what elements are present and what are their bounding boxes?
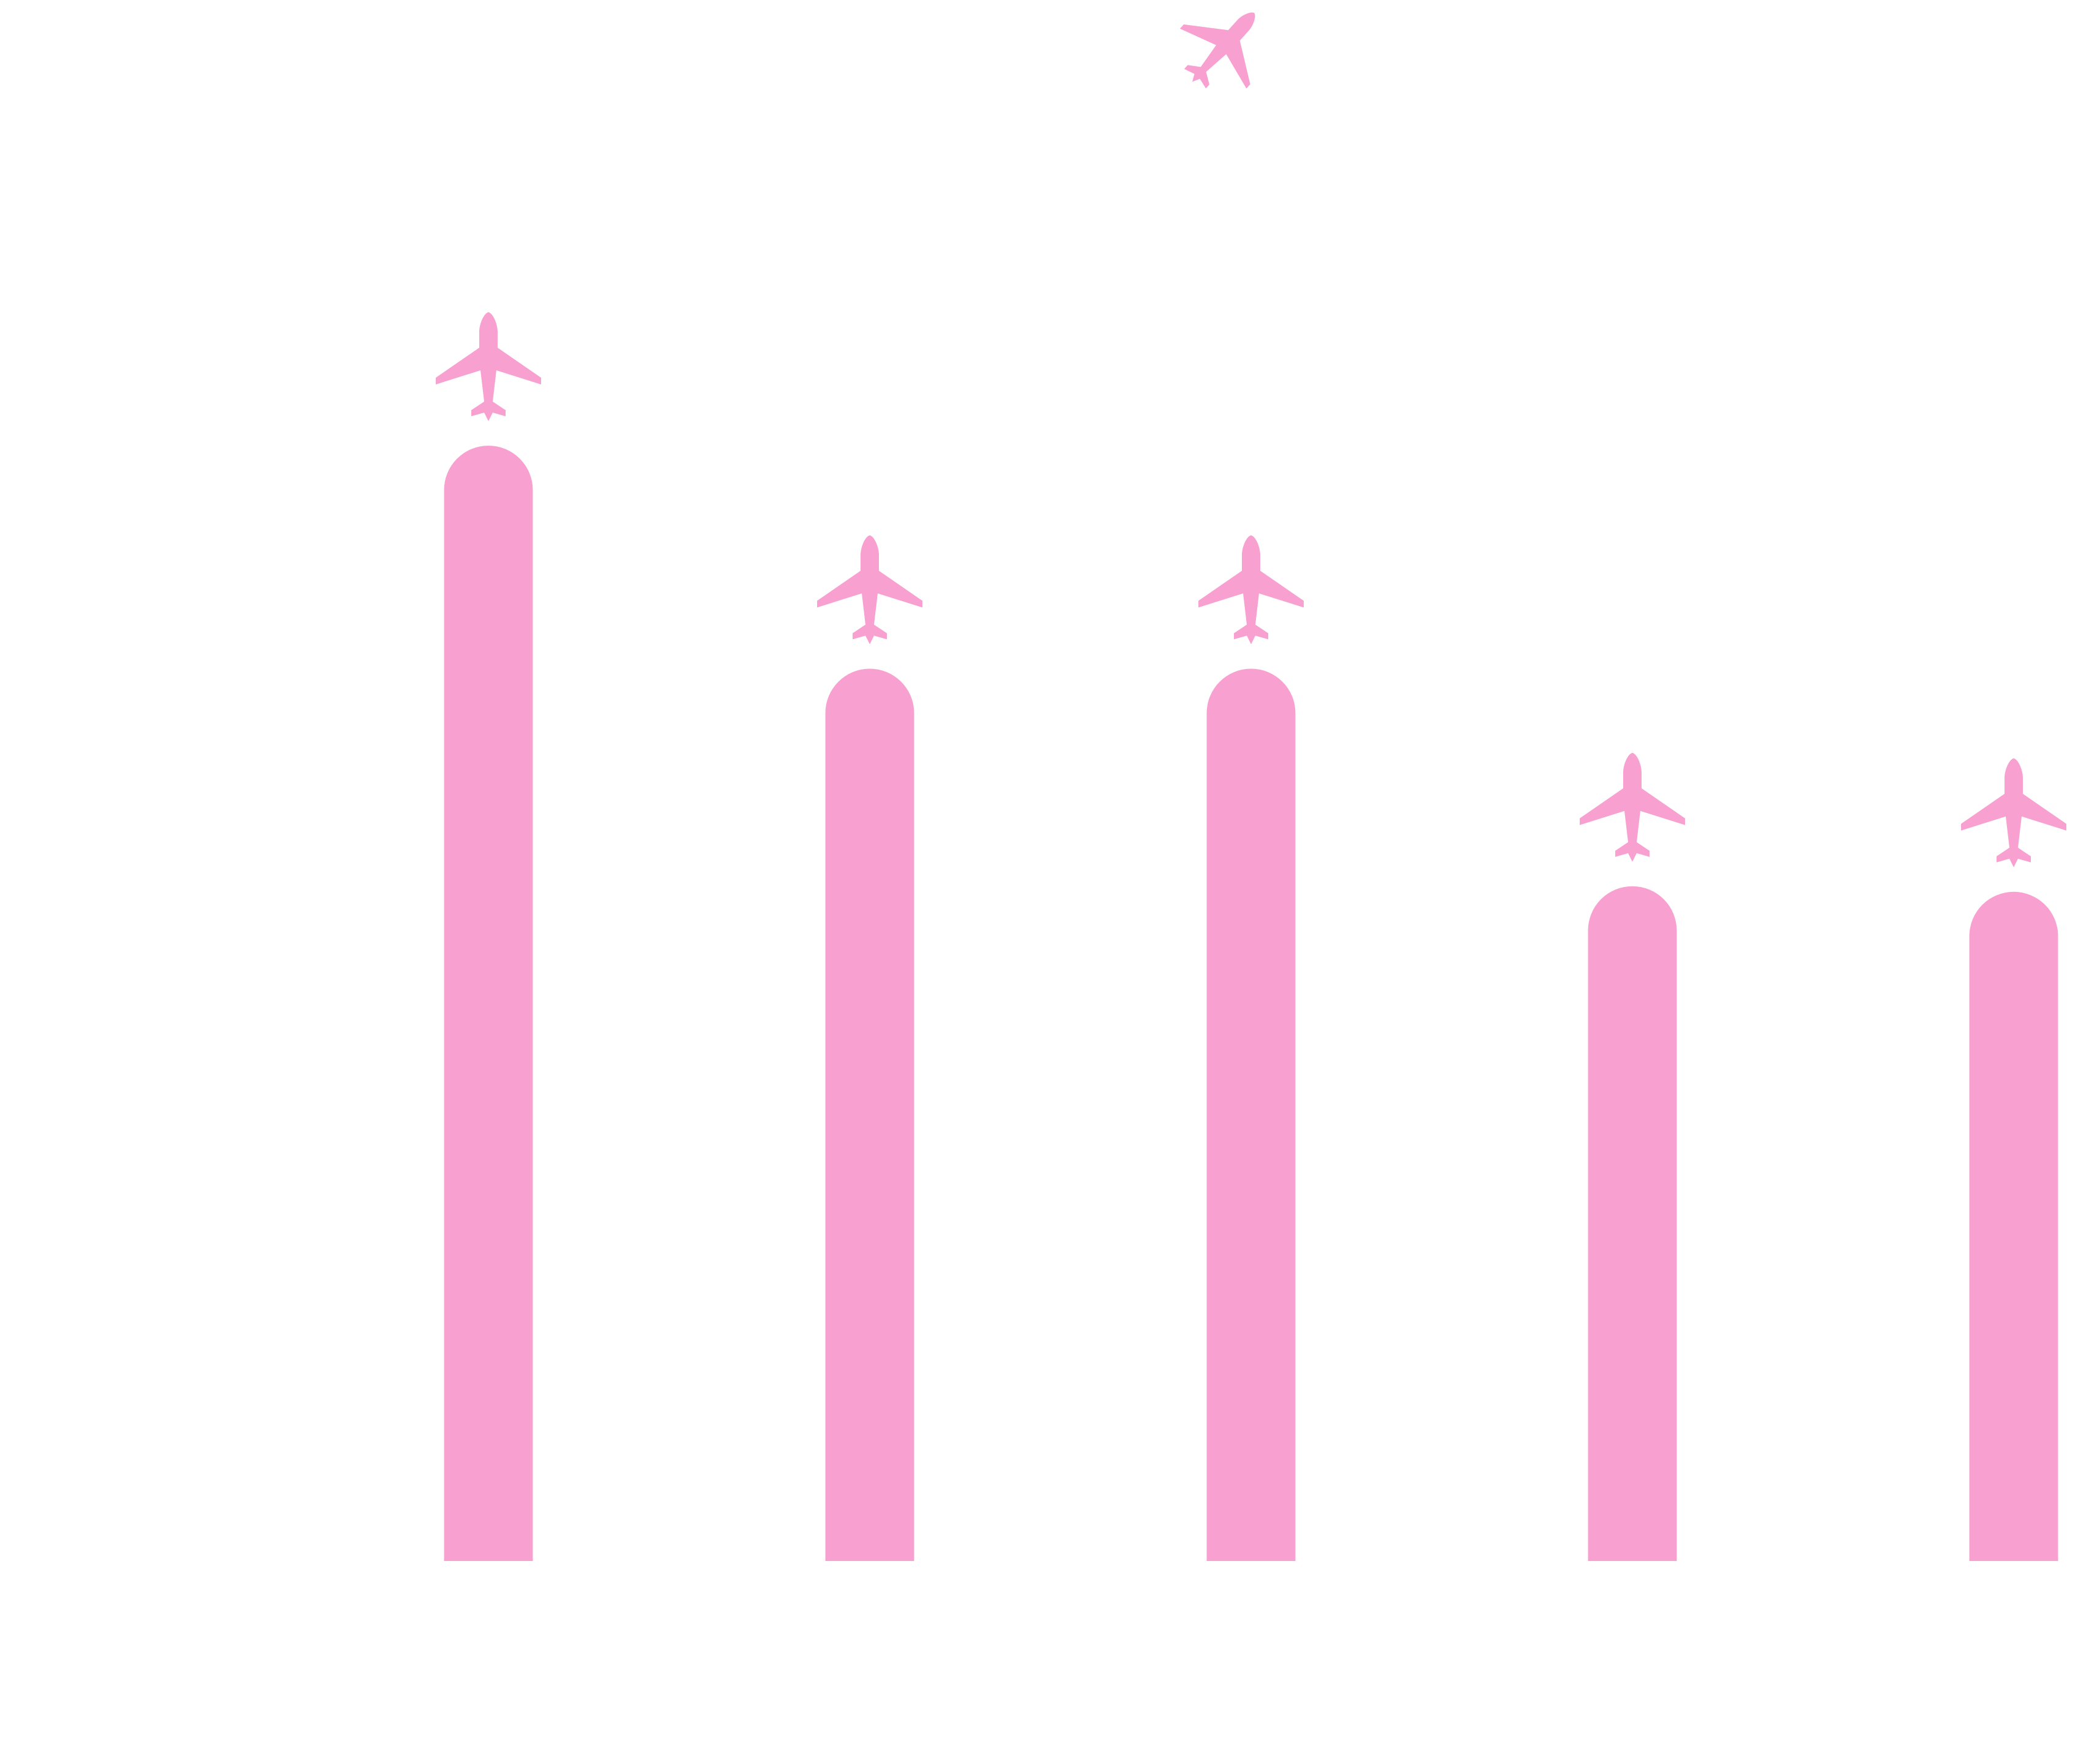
bar-2 bbox=[825, 668, 914, 1561]
bar-3 bbox=[1206, 668, 1296, 1561]
airplane-icon bbox=[1961, 758, 2066, 867]
flying-airplane-icon bbox=[1159, 0, 1288, 112]
bar-5 bbox=[1969, 891, 2058, 1561]
bar-1 bbox=[444, 446, 533, 1561]
airplane-icon bbox=[436, 312, 541, 421]
airplane-icon bbox=[1580, 752, 1685, 862]
airplane-icon bbox=[1198, 535, 1304, 645]
bar-4 bbox=[1588, 886, 1677, 1561]
airplane-icon bbox=[817, 535, 922, 645]
